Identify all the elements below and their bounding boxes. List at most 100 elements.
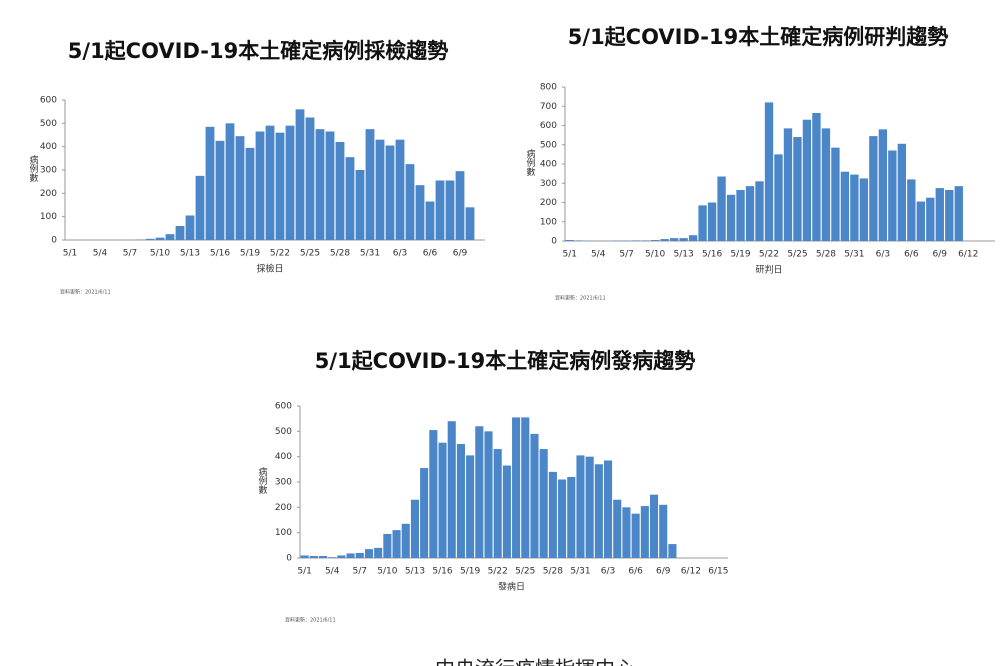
x-tick-label: 5/16 bbox=[702, 250, 722, 260]
x-tick-label: 5/1 bbox=[63, 249, 77, 259]
bar bbox=[565, 240, 574, 241]
bar bbox=[802, 119, 812, 241]
update-note: 資料更新：2021/6/11 bbox=[60, 289, 111, 296]
x-tick-label: 5/31 bbox=[360, 249, 380, 259]
x-tick-label: 5/19 bbox=[730, 250, 750, 260]
bar bbox=[548, 471, 557, 558]
bar bbox=[145, 238, 155, 240]
update-note: 資料更新：2021/6/11 bbox=[285, 617, 336, 624]
bar bbox=[355, 170, 365, 240]
x-axis-label: 發病日 bbox=[498, 581, 525, 593]
y-tick-label: 300 bbox=[40, 166, 57, 176]
bar bbox=[594, 464, 603, 558]
x-tick-label: 5/4 bbox=[325, 567, 340, 577]
bar bbox=[774, 154, 783, 241]
x-tick-label: 5/22 bbox=[759, 250, 779, 260]
bar bbox=[831, 147, 840, 241]
bar bbox=[185, 215, 195, 240]
bar bbox=[364, 549, 374, 558]
bar bbox=[425, 201, 435, 240]
chart-title: 5/1起COVID-19本土確定病例發病趨勢 bbox=[315, 349, 695, 373]
x-tick-label: 6/6 bbox=[423, 249, 438, 259]
bar bbox=[415, 185, 425, 240]
bar bbox=[337, 555, 346, 558]
x-tick-label: 5/19 bbox=[240, 249, 260, 259]
bar bbox=[764, 102, 774, 242]
y-tick-label: 0 bbox=[551, 237, 557, 247]
bar bbox=[355, 552, 364, 558]
bar bbox=[225, 123, 235, 240]
x-tick-label: 5/28 bbox=[816, 250, 836, 260]
x-tick-label: 5/7 bbox=[123, 249, 137, 259]
bar bbox=[285, 125, 295, 240]
y-tick-label: 800 bbox=[540, 83, 557, 93]
bar bbox=[447, 421, 456, 558]
bar bbox=[484, 431, 493, 558]
x-tick-label: 5/31 bbox=[844, 250, 864, 260]
bar bbox=[604, 460, 613, 558]
bar bbox=[195, 175, 205, 240]
bar bbox=[429, 430, 438, 558]
bar bbox=[466, 455, 475, 558]
bar bbox=[945, 189, 954, 241]
bar bbox=[395, 139, 405, 240]
x-tick-label: 6/9 bbox=[933, 250, 948, 260]
bar bbox=[812, 112, 821, 241]
bar bbox=[345, 157, 355, 240]
bar bbox=[374, 547, 383, 558]
bar bbox=[445, 180, 455, 240]
bar bbox=[235, 136, 245, 240]
x-tick-label: 5/16 bbox=[210, 249, 230, 259]
bar bbox=[401, 523, 410, 558]
y-tick-label: 400 bbox=[540, 160, 557, 170]
bar bbox=[502, 465, 511, 558]
x-tick-label: 5/10 bbox=[377, 567, 397, 577]
bar bbox=[530, 433, 539, 558]
y-tick-label: 600 bbox=[540, 121, 557, 131]
update-note: 資料更新：2021/6/11 bbox=[555, 295, 606, 302]
footer: 中央流行疫情指揮中心 bbox=[435, 657, 635, 666]
bar bbox=[475, 426, 484, 558]
x-tick-label: 5/13 bbox=[405, 567, 425, 577]
x-tick-label: 5/16 bbox=[432, 567, 452, 577]
bar bbox=[558, 479, 567, 558]
y-tick-label: 600 bbox=[40, 96, 57, 106]
y-tick-label: 200 bbox=[275, 503, 292, 513]
x-tick-label: 6/3 bbox=[601, 567, 615, 577]
x-tick-label: 5/25 bbox=[300, 249, 320, 259]
y-tick-label: 100 bbox=[540, 217, 557, 227]
x-tick-label: 5/10 bbox=[150, 249, 170, 259]
bar bbox=[850, 174, 859, 241]
y-axis-label: 病例數 bbox=[28, 154, 39, 183]
x-tick-label: 5/13 bbox=[673, 250, 693, 260]
y-tick-label: 200 bbox=[40, 189, 57, 199]
y-tick-label: 0 bbox=[286, 554, 292, 564]
y-tick-label: 400 bbox=[40, 142, 57, 152]
bar bbox=[926, 197, 935, 241]
bar bbox=[859, 178, 869, 241]
bar bbox=[679, 238, 688, 241]
x-tick-label: 5/22 bbox=[270, 249, 290, 259]
x-tick-label: 6/12 bbox=[681, 567, 701, 577]
bar bbox=[668, 544, 677, 558]
bar bbox=[631, 240, 641, 241]
bar bbox=[455, 171, 465, 240]
bar bbox=[383, 533, 392, 558]
x-tick-label: 5/25 bbox=[787, 250, 807, 260]
bar bbox=[736, 189, 745, 241]
bar bbox=[456, 444, 465, 558]
bar bbox=[512, 417, 521, 558]
bar bbox=[155, 237, 165, 240]
bar bbox=[335, 142, 345, 240]
y-tick-label: 0 bbox=[51, 236, 57, 246]
bar bbox=[726, 194, 736, 241]
bar bbox=[521, 417, 530, 558]
chart-title: 5/1起COVID-19本土確定病例研判趨勢 bbox=[568, 25, 948, 49]
bar bbox=[385, 145, 395, 240]
x-tick-label: 5/4 bbox=[591, 250, 606, 260]
x-tick-label: 6/6 bbox=[628, 567, 643, 577]
bar bbox=[660, 239, 669, 241]
x-tick-label: 5/13 bbox=[180, 249, 200, 259]
bar bbox=[840, 171, 850, 241]
